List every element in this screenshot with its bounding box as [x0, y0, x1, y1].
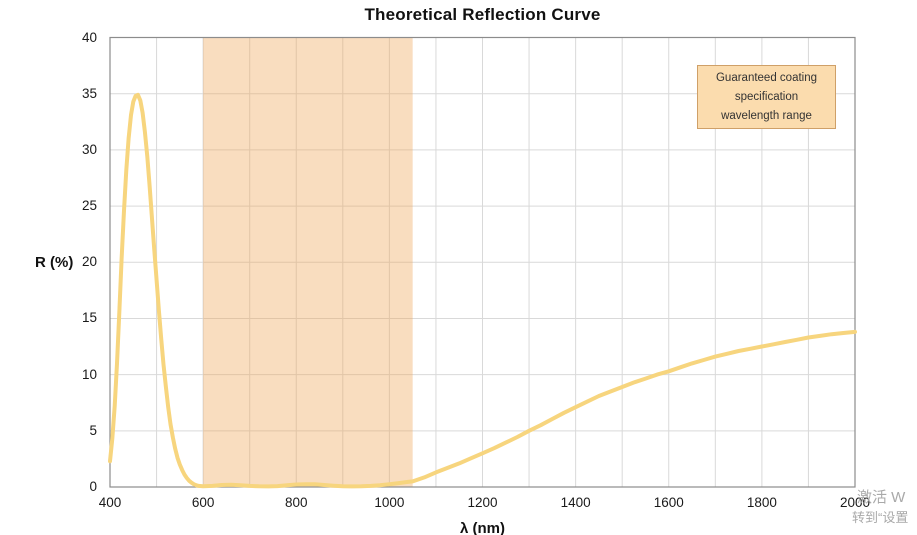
- coating-range-annotation: Guaranteed coating specification wavelen…: [697, 65, 836, 129]
- x-tick-label: 1600: [653, 495, 684, 510]
- x-tick-label: 400: [98, 495, 122, 510]
- x-tick-label: 2000: [839, 495, 871, 510]
- annotation-line: specification: [734, 90, 799, 103]
- y-tick-label: 5: [89, 422, 97, 438]
- annotation-line: wavelength range: [721, 109, 812, 122]
- windows-activation-watermark-line1: 激活 W: [857, 489, 906, 506]
- plot-border: [109, 36, 856, 488]
- x-tick-label: 1400: [560, 495, 591, 510]
- y-tick-label: 20: [81, 254, 97, 270]
- y-tick-label: 15: [81, 310, 97, 326]
- x-tick-label: 800: [284, 495, 308, 510]
- spec-wavelength-band: [203, 37, 413, 487]
- y-tick-label: 35: [81, 85, 97, 101]
- x-tick-label: 600: [191, 495, 215, 510]
- windows-activation-watermark-line2: 转到“设置: [852, 510, 909, 525]
- y-tick-label: 25: [81, 198, 97, 214]
- y-tick-label: 40: [81, 29, 97, 45]
- chart-title: Theoretical Reflection Curve: [364, 5, 601, 24]
- y-tick-label: 10: [81, 366, 97, 382]
- y-axis-label: R (%): [35, 254, 74, 271]
- x-tick-label: 1000: [374, 495, 405, 510]
- x-tick-label: 1800: [746, 495, 777, 510]
- reflection-curve: [108, 92, 857, 489]
- x-tick-label: 1200: [467, 495, 498, 510]
- x-axis-label: λ (nm): [460, 520, 505, 535]
- y-tick-label: 30: [81, 141, 97, 157]
- y-tick-label: 0: [89, 479, 97, 494]
- annotation-line: Guaranteed coating: [715, 71, 818, 84]
